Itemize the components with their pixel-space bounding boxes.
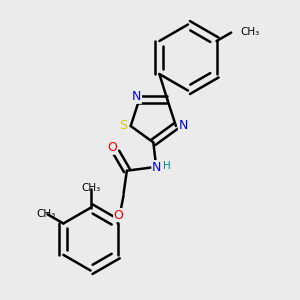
Text: CH₃: CH₃ <box>241 27 260 37</box>
Text: CH₃: CH₃ <box>81 183 100 193</box>
Text: O: O <box>114 208 124 222</box>
Text: CH₃: CH₃ <box>37 208 56 219</box>
Text: N: N <box>178 119 188 133</box>
Text: N: N <box>132 90 141 103</box>
Text: H: H <box>163 161 171 171</box>
Text: S: S <box>119 119 128 133</box>
Text: N: N <box>152 161 161 174</box>
Text: O: O <box>107 141 117 154</box>
